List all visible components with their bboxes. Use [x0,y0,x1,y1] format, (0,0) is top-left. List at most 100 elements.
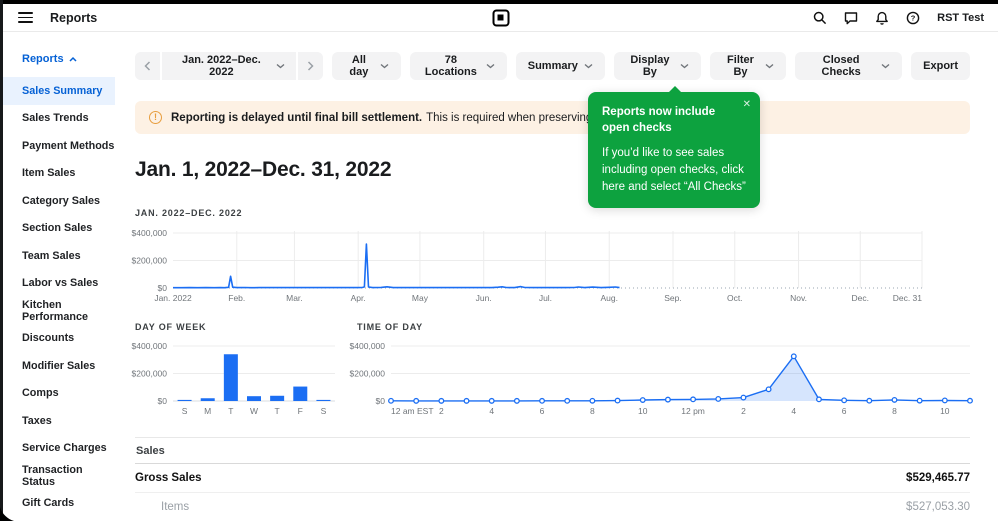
delay-warning-banner: ! Reporting is delayed until final bill … [135,101,970,134]
chevron-down-icon [380,63,389,69]
dropdown-closed-checks[interactable]: Closed Checks [795,52,903,80]
next-period-button[interactable] [297,52,323,80]
open-checks-tooltip: ✕ Reports now include open checks If you… [588,85,760,209]
export-button[interactable]: Export [911,52,970,80]
sidebar-item-service-charges[interactable]: Service Charges [22,442,107,455]
table-row-items[interactable]: Items $527,053.30 [135,493,970,521]
table-rows: Gross Sales $529,465.77 Items $527,053.30 [135,464,970,521]
chart-time-of-day: TIME OF DAY $0 $200,000 $400,000 12 am EST 2… [350,322,973,419]
dropdown-label: 78 Locations [424,54,477,78]
svg-text:Jun.: Jun. [476,293,492,303]
sidebar-item-gift-cards[interactable]: Gift Cards [22,497,75,510]
header-actions: ? RST Test [813,11,984,25]
sidebar-item-category-sales[interactable]: Category Sales [22,194,101,207]
dropdown-display-by[interactable]: Display By [613,52,701,80]
table-row-value: $529,465.77 [906,472,970,484]
toolbar-filters: All day 78 Locations Summary Display By Filt… [331,52,903,80]
svg-text:8: 8 [892,406,897,416]
svg-text:T: T [228,406,233,416]
svg-text:10: 10 [638,406,648,416]
chevron-right-icon [307,61,314,71]
search-icon[interactable] [813,11,827,25]
dropdown-label: Display By [630,54,670,78]
svg-text:?: ? [911,13,916,22]
chevron-down-icon [765,63,774,69]
svg-text:2: 2 [439,406,444,416]
table-row-label: Gross Sales [135,472,202,484]
chevron-down-icon [486,63,495,69]
svg-text:F: F [298,406,303,416]
svg-text:Oct.: Oct. [727,293,743,303]
dropdown-filter-by[interactable]: Filter By [709,52,787,80]
svg-text:$400,000: $400,000 [132,228,168,238]
svg-text:10: 10 [940,406,950,416]
svg-text:8: 8 [590,406,595,416]
hamburger-menu-icon[interactable] [18,12,33,23]
sidebar-item-sales-summary[interactable]: Sales Summary [3,77,115,105]
svg-text:6: 6 [540,406,545,416]
sidebar-section-reports[interactable]: Reports [3,53,115,65]
svg-text:$200,000: $200,000 [350,369,386,379]
dropdown-78-locations[interactable]: 78 Locations [410,52,507,80]
dropdown-all-day[interactable]: All day [331,52,401,80]
svg-text:Sep.: Sep. [664,293,682,303]
date-range-dropdown[interactable]: Jan. 2022–Dec. 2022 [161,52,297,80]
sidebar-item-taxes[interactable]: Taxes [22,414,52,427]
svg-text:$200,000: $200,000 [132,369,168,379]
svg-text:Dec.: Dec. [852,293,869,303]
chat-icon[interactable] [844,11,858,25]
svg-text:Jan. 2022: Jan. 2022 [154,293,192,303]
sidebar-item-labor-vs-sales[interactable]: Labor vs Sales [22,277,99,290]
dropdown-label: All day [349,54,369,78]
chevron-up-icon [69,56,77,62]
svg-text:12 am EST: 12 am EST [391,406,434,416]
help-icon[interactable]: ? [906,11,920,25]
sidebar-item-payment-methods[interactable]: Payment Methods [22,139,115,152]
svg-text:W: W [250,406,258,416]
svg-text:$0: $0 [158,283,168,293]
svg-text:May: May [412,293,429,303]
toolbar: Jan. 2022–Dec. 2022 All day 78 Locations S… [135,52,970,80]
chart-tod-svg: $0 $200,000 $400,000 12 am EST 2 4 6 8 10 12 pm 2 4… [350,341,973,416]
sidebar-item-comps[interactable]: Comps [22,387,59,400]
sidebar-item-modifier-sales[interactable]: Modifier Sales [22,359,96,372]
table-row-label: Items [161,501,190,513]
page-title: Reports [50,10,98,25]
sidebar: Reports Sales Summary Sales Trends Payment… [3,32,115,517]
table-row-gross-sales[interactable]: Gross Sales $529,465.77 [135,464,970,493]
table-section-header: Sales [135,437,970,464]
window-left-edge [0,0,3,521]
svg-text:6: 6 [842,406,847,416]
svg-text:Apr.: Apr. [351,293,366,303]
svg-text:12 pm: 12 pm [681,406,705,416]
square-logo[interactable] [492,9,509,26]
tooltip-title: Reports now include open checks [602,106,716,135]
chart-tod-title: TIME OF DAY [357,322,423,332]
svg-text:4: 4 [489,406,494,416]
sales-table: Sales Gross Sales $529,465.77 Items $527,05… [135,437,970,521]
sidebar-item-sales-trends[interactable]: Sales Trends [22,112,89,125]
bell-icon[interactable] [875,11,889,25]
sidebar-item-section-sales[interactable]: Section Sales [22,222,93,235]
prev-period-button[interactable] [135,52,160,80]
svg-text:$0: $0 [158,396,168,406]
sidebar-item-item-sales[interactable]: Item Sales [22,167,76,180]
window-top-edge [0,0,998,4]
sidebar-item-kitchen-performance[interactable]: Kitchen Performance [22,298,89,323]
chevron-down-icon [276,63,285,69]
account-menu[interactable]: RST Test [937,11,984,24]
table-row-value: $527,053.30 [906,501,970,513]
sidebar-item-transaction-status[interactable]: Transaction Status [22,463,83,488]
svg-text:S: S [182,406,188,416]
dropdown-summary[interactable]: Summary [515,52,605,80]
svg-text:$200,000: $200,000 [132,256,168,266]
main-content: Jan. 2022–Dec. 2022 All day 78 Locations S… [115,32,998,521]
chart-year-title: JAN. 2022–DEC. 2022 [135,208,243,218]
close-icon[interactable]: ✕ [742,99,751,110]
sidebar-item-discounts[interactable]: Discounts [22,332,75,345]
sidebar-item-team-sales[interactable]: Team Sales [22,249,81,262]
svg-text:Aug.: Aug. [600,293,618,303]
chevron-down-icon [881,63,890,69]
sidebar-list: Sales Summary Sales Trends Payment Methods… [3,77,115,517]
